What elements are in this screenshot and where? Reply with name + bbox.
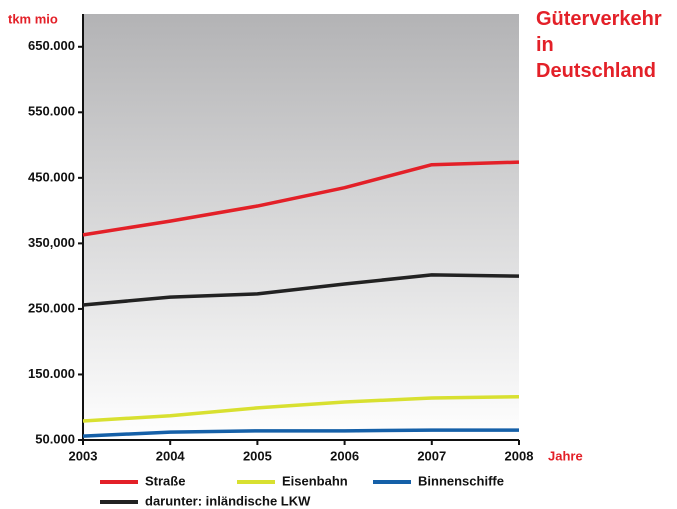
y-tick-label: 150.000 [28, 366, 75, 381]
chart-title: Güterverkehr in Deutschland [536, 8, 662, 82]
x-tick-label: 2007 [417, 448, 446, 463]
plot-background [83, 14, 519, 440]
legend-label: Binnenschiffe [418, 473, 504, 488]
series-line [82, 428, 519, 438]
series-line [82, 273, 520, 307]
legend-label: darunter: inländische LKW [145, 493, 311, 508]
y-tick-label: 50.000 [35, 431, 75, 446]
y-tick-label: 550.000 [28, 104, 75, 119]
legend-label: Straße [145, 473, 185, 488]
x-tick-label: 2005 [243, 448, 272, 463]
y-tick-label: 250.000 [28, 300, 75, 315]
legend-label: Eisenbahn [282, 473, 348, 488]
x-tick-label: 2008 [505, 448, 534, 463]
x-tick-label: 2004 [156, 448, 186, 463]
x-tick-label: 2006 [330, 448, 359, 463]
y-tick-label: 450.000 [28, 169, 75, 184]
y-tick-label: 650.000 [28, 38, 75, 53]
series-line [82, 394, 520, 423]
y-tick-label: 350,000 [28, 235, 75, 250]
x-axis-label: Jahre [548, 448, 583, 463]
x-tick-label: 2003 [69, 448, 98, 463]
series-line [82, 160, 520, 237]
y-axis-label: tkm mio [8, 11, 58, 26]
